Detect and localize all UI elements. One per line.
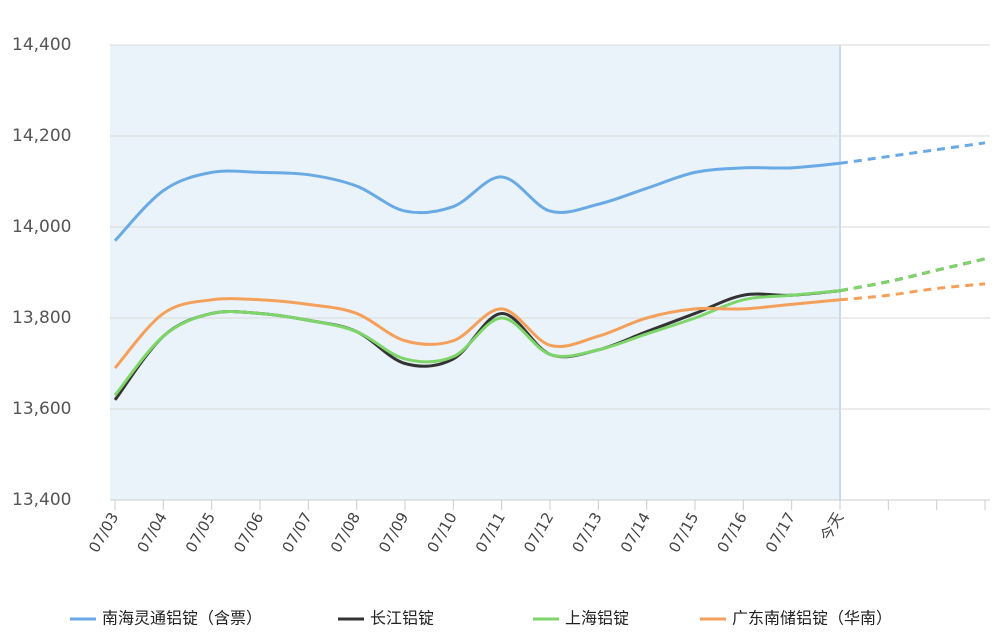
y-tick-label: 13,600 xyxy=(12,399,71,419)
x-tick-label: 07/11 xyxy=(472,509,509,555)
y-tick-label: 14,000 xyxy=(12,217,71,237)
y-tick-label: 14,400 xyxy=(12,35,71,55)
forecast-line xyxy=(839,257,986,293)
x-tick-label: 07/06 xyxy=(230,509,267,555)
legend-label: 南海灵通铝锭（含票） xyxy=(102,609,262,628)
legend-label: 上海铝锭 xyxy=(565,609,629,628)
x-tick-label: 今天 xyxy=(817,509,848,544)
x-tick-label: 07/15 xyxy=(665,509,702,555)
legend-label: 广东南储铝锭（华南） xyxy=(732,609,892,628)
legend-label: 长江铝锭 xyxy=(370,609,434,628)
series-line xyxy=(113,297,841,370)
x-tick-label: 07/10 xyxy=(423,509,460,555)
x-tick-label: 07/04 xyxy=(133,509,170,555)
y-tick-label: 13,800 xyxy=(12,308,71,328)
forecast-line xyxy=(839,282,986,302)
series-line xyxy=(113,161,841,242)
forecast-line xyxy=(839,141,986,165)
x-tick-label: 07/09 xyxy=(375,509,412,555)
x-tick-label: 07/14 xyxy=(617,509,654,555)
x-tick-label: 07/12 xyxy=(520,509,557,555)
history-shade xyxy=(110,45,840,500)
x-tick-label: 07/07 xyxy=(278,509,315,555)
x-tick-label: 07/08 xyxy=(327,509,364,555)
x-tick-label: 07/16 xyxy=(713,509,750,555)
x-tick-label: 07/05 xyxy=(182,509,219,555)
x-tick-label: 07/17 xyxy=(762,509,799,555)
x-tick-label: 07/13 xyxy=(568,509,605,555)
y-tick-label: 13,400 xyxy=(12,490,71,510)
x-tick-label: 07/03 xyxy=(85,509,122,555)
y-tick-label: 14,200 xyxy=(12,126,71,146)
